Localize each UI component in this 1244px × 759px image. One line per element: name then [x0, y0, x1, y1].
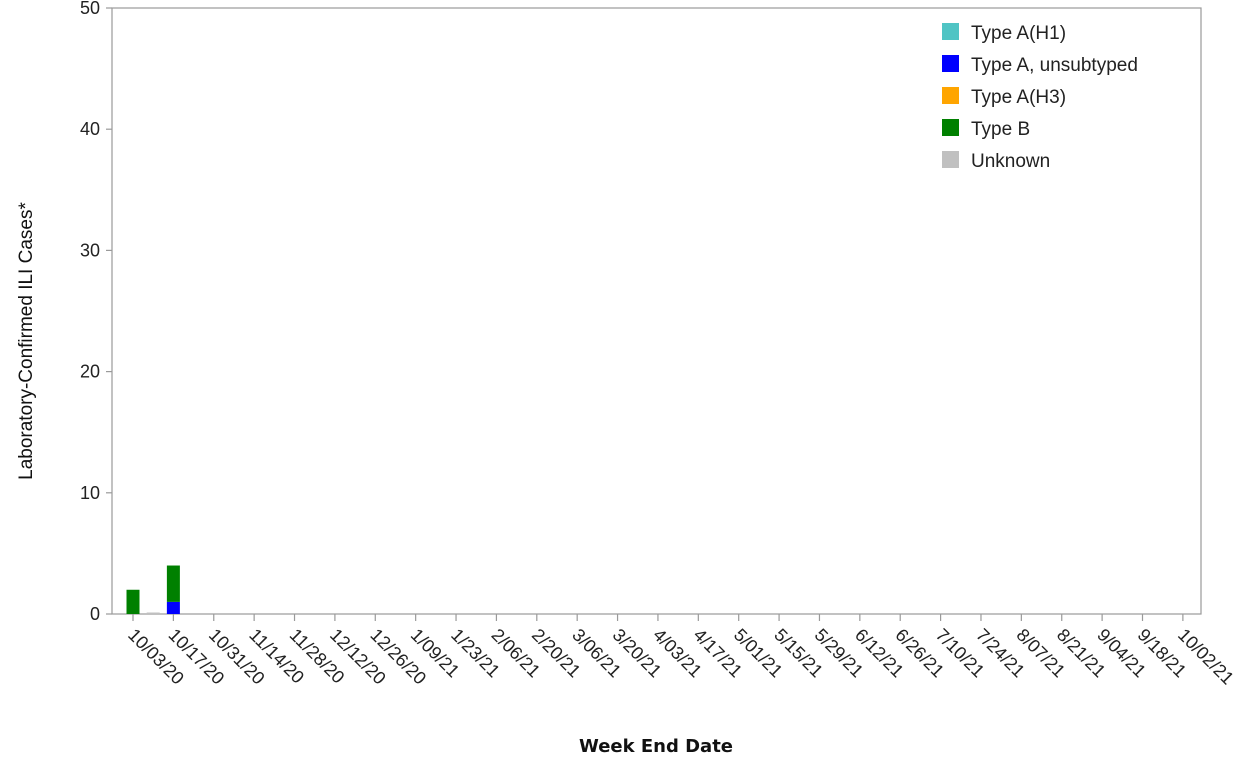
plot-area — [111, 7, 1202, 615]
legend-swatch — [942, 151, 959, 168]
x-axis-title: Week End Date — [579, 736, 733, 757]
bar-type-b — [166, 565, 180, 602]
y-tick-label: 40 — [80, 119, 100, 139]
x-tick-label: 10/02/21 — [1174, 625, 1238, 689]
chart-legend: Type A(H1) Type A, unsubtyped Type A(H3) Ty… — [942, 23, 1138, 172]
legend-label: Type A(H3) — [971, 87, 1066, 108]
y-tick-label: 10 — [80, 483, 100, 503]
legend-swatch — [942, 23, 959, 40]
legend-swatch — [942, 87, 959, 104]
y-axis-title: Laboratory-Confirmed ILI Cases* — [16, 202, 37, 480]
bar-type-b — [126, 589, 140, 614]
legend-swatch — [942, 55, 959, 72]
legend-label: Type A, unsubtyped — [971, 55, 1138, 76]
legend-label: Type B — [971, 119, 1030, 140]
y-tick-label: 50 — [80, 0, 100, 18]
y-axis: 0 10 20 30 40 50 — [80, 0, 112, 624]
legend-label: Unknown — [971, 151, 1050, 172]
bars-group — [126, 565, 180, 614]
legend-label: Type A(H1) — [971, 23, 1066, 44]
y-tick-label: 30 — [80, 240, 100, 260]
x-axis: 10/03/2010/17/2010/31/2011/14/2011/28/20… — [124, 614, 1238, 688]
bar-type-a-unsubtyped — [166, 601, 180, 614]
y-tick-label: 0 — [90, 604, 100, 624]
y-tick-label: 20 — [80, 362, 100, 382]
legend-swatch — [942, 119, 959, 136]
bar-unknown — [146, 612, 160, 614]
